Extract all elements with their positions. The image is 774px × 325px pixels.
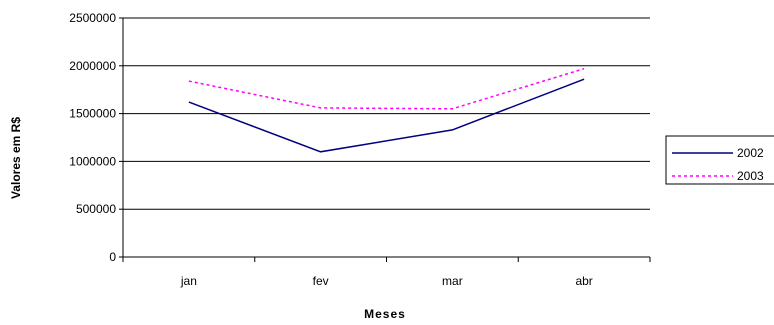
y-axis-title: Valores em R$ — [9, 117, 23, 199]
legend-label-2002: 2002 — [737, 146, 764, 160]
y-tick-label: 2000000 — [69, 59, 116, 73]
series-line-2003 — [188, 67, 585, 110]
y-tick-label: 0 — [109, 250, 116, 264]
x-tick-label: mar — [442, 274, 463, 288]
x-tick-label: fev — [313, 274, 329, 288]
x-axis-title: Meses — [364, 307, 406, 321]
y-tick-label: 1500000 — [69, 107, 116, 121]
x-axis: jan fev mar abr — [122, 256, 651, 288]
y-axis: 0 500000 1000000 1500000 2000000 2500000 — [69, 11, 124, 264]
legend-label-2003: 2003 — [737, 169, 764, 183]
y-tick-label: 2500000 — [69, 11, 116, 25]
series-line-2002 — [188, 78, 585, 153]
y-tick-label: 1000000 — [69, 154, 116, 168]
series-layer — [188, 67, 585, 153]
x-tick-label: jan — [180, 274, 197, 288]
gridlines — [123, 17, 650, 210]
legend: 2002 2003 — [665, 135, 774, 185]
x-tick-label: abr — [575, 274, 592, 288]
y-tick-label: 500000 — [76, 202, 116, 216]
